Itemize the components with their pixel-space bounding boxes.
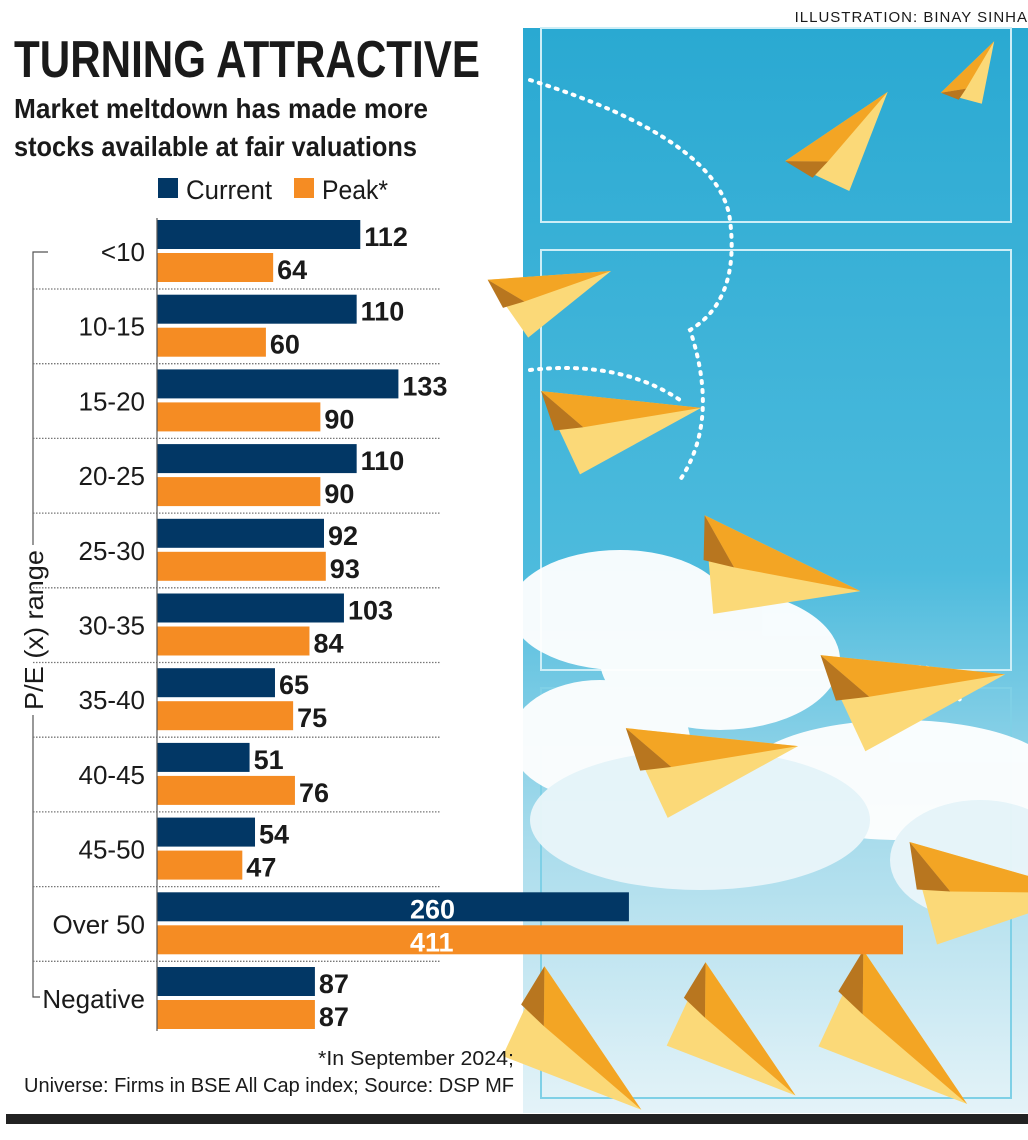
data-label-peak: 411 bbox=[410, 927, 454, 957]
legend-label-peak: Peak* bbox=[322, 175, 388, 205]
chart-title: TURNING ATTRACTIVE bbox=[14, 31, 480, 89]
data-label-current: 133 bbox=[402, 371, 447, 401]
legend-swatch-current bbox=[158, 178, 178, 198]
data-label-peak: 75 bbox=[297, 703, 327, 733]
bottom-rule bbox=[6, 1114, 1028, 1124]
data-label-peak: 76 bbox=[299, 778, 329, 808]
chart-subtitle-line-1: Market meltdown has made more bbox=[14, 93, 428, 124]
data-label-peak: 84 bbox=[313, 629, 343, 659]
category-label: <10 bbox=[101, 237, 145, 267]
data-label-current: 260 bbox=[410, 894, 455, 924]
paper-plane-icon bbox=[541, 391, 702, 475]
paper-plane-icon bbox=[666, 962, 796, 1096]
bar-current bbox=[157, 593, 344, 623]
data-label-current: 103 bbox=[348, 596, 393, 626]
paper-plane-icon bbox=[820, 655, 1006, 752]
category-label: 45-50 bbox=[79, 835, 146, 865]
data-label-current: 87 bbox=[319, 969, 349, 999]
bar-current bbox=[157, 220, 361, 249]
bar-current bbox=[157, 742, 250, 772]
paper-plane-icon bbox=[625, 728, 799, 818]
paper-plane-icon bbox=[785, 91, 888, 192]
source-note: Universe: Firms in BSE All Cap index; So… bbox=[24, 1075, 514, 1097]
bar-current bbox=[157, 518, 324, 548]
paper-plane-icon bbox=[502, 966, 642, 1110]
data-label-peak: 47 bbox=[246, 853, 276, 883]
category-label: 40-45 bbox=[79, 760, 146, 790]
data-label-peak: 93 bbox=[330, 554, 360, 584]
legend-swatch-peak bbox=[294, 178, 314, 198]
legend-label-current: Current bbox=[186, 175, 272, 205]
category-label: 10-15 bbox=[79, 312, 146, 342]
paper-plane-icon bbox=[818, 950, 968, 1105]
category-label: 35-40 bbox=[79, 685, 146, 715]
data-label-current: 54 bbox=[259, 820, 289, 850]
footnote: *In September 2024; bbox=[318, 1048, 514, 1070]
category-label: Negative bbox=[42, 984, 145, 1014]
chart-subtitle-line-2: stocks available at fair valuations bbox=[14, 131, 417, 162]
category-label: 15-20 bbox=[79, 386, 146, 416]
bar-peak bbox=[157, 701, 294, 731]
data-label-current: 112 bbox=[364, 222, 408, 252]
y-axis-label: P/E (x) range bbox=[19, 550, 49, 710]
bar-current bbox=[157, 369, 399, 399]
bar-peak bbox=[157, 925, 903, 955]
data-label-peak: 90 bbox=[324, 404, 354, 434]
data-label-current: 110 bbox=[361, 446, 405, 476]
data-label-current: 110 bbox=[361, 297, 405, 327]
bar-peak bbox=[157, 402, 321, 432]
illustration-credit: ILLUSTRATION: BINAY SINHA bbox=[795, 9, 1028, 26]
data-label-current: 65 bbox=[279, 670, 309, 700]
bar-current bbox=[157, 294, 357, 324]
bar-current bbox=[157, 892, 629, 922]
data-label-peak: 64 bbox=[277, 255, 307, 285]
data-label-peak: 90 bbox=[324, 479, 354, 509]
bar-current bbox=[157, 817, 256, 847]
data-label-peak: 87 bbox=[319, 1002, 349, 1032]
category-label: 30-35 bbox=[79, 611, 146, 641]
paper-plane-icon bbox=[487, 271, 612, 338]
data-label-current: 92 bbox=[328, 521, 358, 551]
data-label-current: 51 bbox=[254, 745, 284, 775]
bar-current bbox=[157, 444, 357, 474]
bar-peak bbox=[157, 775, 295, 805]
data-label-peak: 60 bbox=[270, 330, 300, 360]
category-label: 25-30 bbox=[79, 536, 146, 566]
bar-peak bbox=[157, 626, 310, 656]
bar-peak bbox=[157, 850, 243, 880]
bar-peak bbox=[157, 327, 266, 357]
category-label: 20-25 bbox=[79, 461, 146, 491]
category-label: Over 50 bbox=[53, 909, 146, 939]
bar-current bbox=[157, 668, 275, 698]
bar-current bbox=[157, 967, 315, 996]
bar-peak bbox=[157, 477, 321, 507]
bar-peak bbox=[157, 551, 326, 581]
paper-plane-icon bbox=[909, 842, 1028, 945]
bar-peak bbox=[157, 253, 274, 282]
bar-peak bbox=[157, 1000, 315, 1029]
paper-plane-illustration bbox=[487, 27, 1028, 1113]
